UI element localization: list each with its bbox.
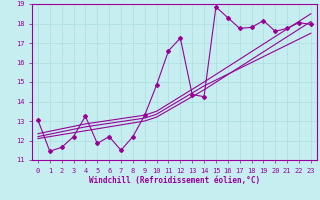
- X-axis label: Windchill (Refroidissement éolien,°C): Windchill (Refroidissement éolien,°C): [89, 176, 260, 185]
